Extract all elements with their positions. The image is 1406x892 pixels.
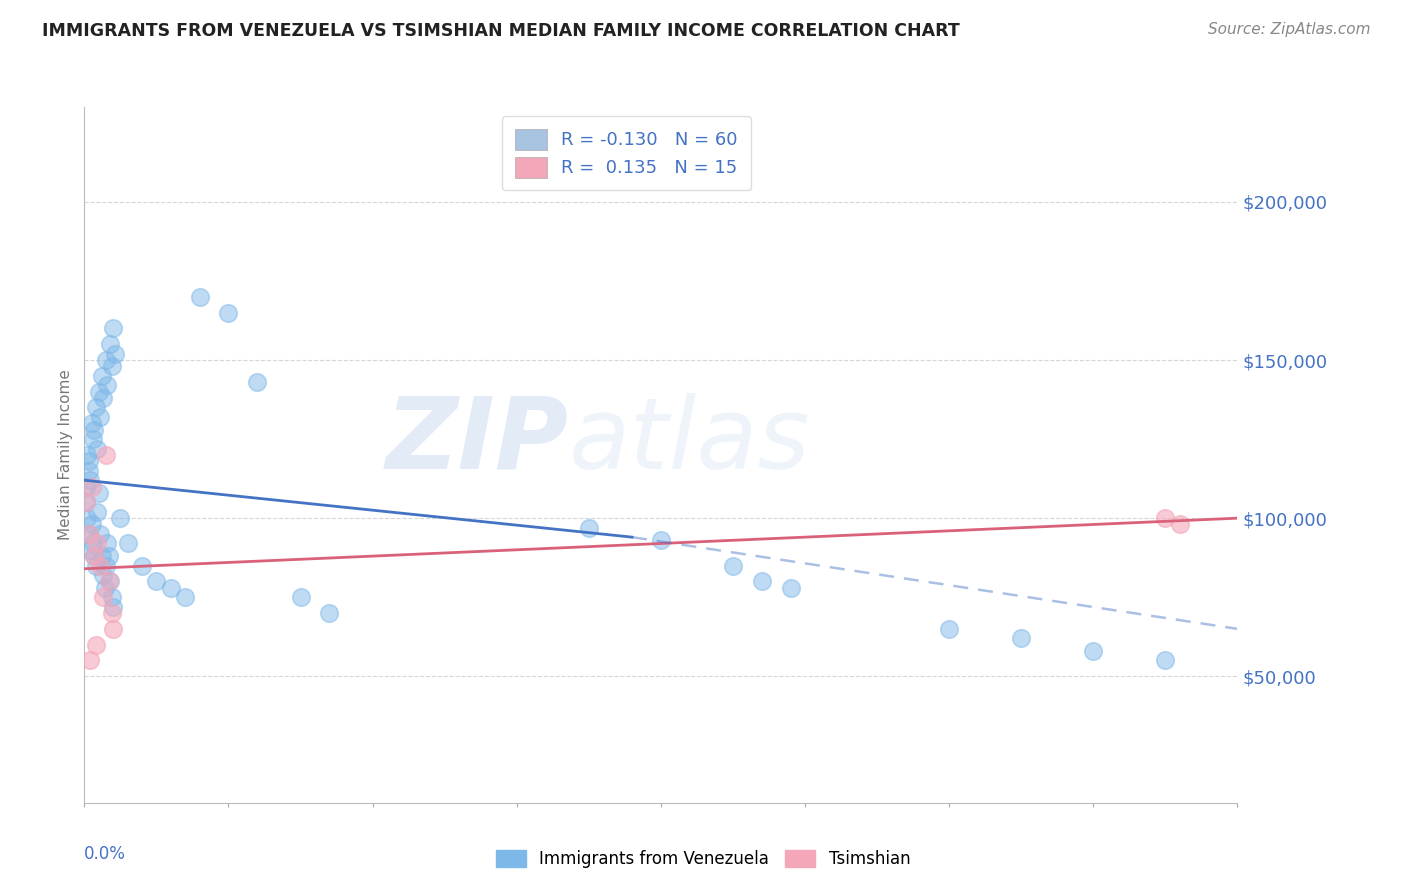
Text: atlas: atlas xyxy=(568,392,810,490)
Point xyxy=(87,384,110,399)
Point xyxy=(86,505,108,519)
Point xyxy=(246,375,269,389)
Text: Source: ZipAtlas.com: Source: ZipAtlas.com xyxy=(1208,22,1371,37)
Point xyxy=(80,517,103,532)
Point xyxy=(86,442,108,456)
Point xyxy=(98,574,121,589)
Point xyxy=(93,581,115,595)
Point xyxy=(1154,653,1177,667)
Point xyxy=(94,558,117,573)
Point xyxy=(94,353,117,368)
Point xyxy=(80,479,103,493)
Legend: Immigrants from Venezuela, Tsimshian: Immigrants from Venezuela, Tsimshian xyxy=(489,843,917,875)
Point xyxy=(100,606,122,620)
Point xyxy=(84,638,107,652)
Point xyxy=(83,549,105,563)
Point xyxy=(290,591,312,605)
Point xyxy=(1154,511,1177,525)
Point xyxy=(97,549,120,563)
Point xyxy=(84,401,107,415)
Point xyxy=(79,653,101,667)
Point xyxy=(1083,644,1105,658)
Point xyxy=(721,558,744,573)
Text: 0.0%: 0.0% xyxy=(84,845,127,863)
Text: ZIP: ZIP xyxy=(385,392,568,490)
Point xyxy=(779,581,801,595)
Y-axis label: Median Family Income: Median Family Income xyxy=(58,369,73,541)
Point xyxy=(90,549,112,563)
Point xyxy=(100,591,122,605)
Point xyxy=(76,511,98,525)
Point xyxy=(77,527,100,541)
Point xyxy=(318,606,340,620)
Point xyxy=(218,305,240,319)
Point xyxy=(110,511,132,525)
Point xyxy=(84,558,107,573)
Point xyxy=(131,558,153,573)
Point xyxy=(91,391,114,405)
Point xyxy=(145,574,167,589)
Point xyxy=(87,486,110,500)
Point xyxy=(83,423,105,437)
Point xyxy=(650,533,672,548)
Point xyxy=(89,558,111,573)
Point xyxy=(751,574,773,589)
Point xyxy=(1010,632,1032,646)
Point xyxy=(76,448,98,462)
Point xyxy=(90,368,112,383)
Point xyxy=(77,454,100,468)
Point xyxy=(91,591,114,605)
Point xyxy=(578,521,600,535)
Point xyxy=(117,536,139,550)
Point xyxy=(1168,517,1191,532)
Point xyxy=(83,549,105,563)
Point xyxy=(79,473,101,487)
Point xyxy=(77,464,100,478)
Point xyxy=(96,536,118,550)
Point xyxy=(98,337,121,351)
Point xyxy=(97,574,120,589)
Text: IMMIGRANTS FROM VENEZUELA VS TSIMSHIAN MEDIAN FAMILY INCOME CORRELATION CHART: IMMIGRANTS FROM VENEZUELA VS TSIMSHIAN M… xyxy=(42,22,960,40)
Point xyxy=(100,359,122,374)
Point xyxy=(160,581,183,595)
Point xyxy=(103,599,124,614)
Point xyxy=(75,479,97,493)
Point xyxy=(104,347,127,361)
Point xyxy=(89,527,111,541)
Point xyxy=(82,536,104,550)
Point xyxy=(77,527,100,541)
Point xyxy=(96,378,118,392)
Point xyxy=(188,290,211,304)
Point xyxy=(103,622,124,636)
Point xyxy=(86,536,108,550)
Point xyxy=(82,432,104,446)
Point xyxy=(80,417,103,431)
Point xyxy=(174,591,197,605)
Point xyxy=(94,448,117,462)
Legend: R = -0.130   N = 60, R =  0.135   N = 15: R = -0.130 N = 60, R = 0.135 N = 15 xyxy=(502,116,751,190)
Point xyxy=(75,495,97,509)
Point xyxy=(75,495,97,509)
Point xyxy=(103,321,124,335)
Point xyxy=(89,409,111,424)
Point xyxy=(79,542,101,557)
Point xyxy=(938,622,960,636)
Point xyxy=(91,568,114,582)
